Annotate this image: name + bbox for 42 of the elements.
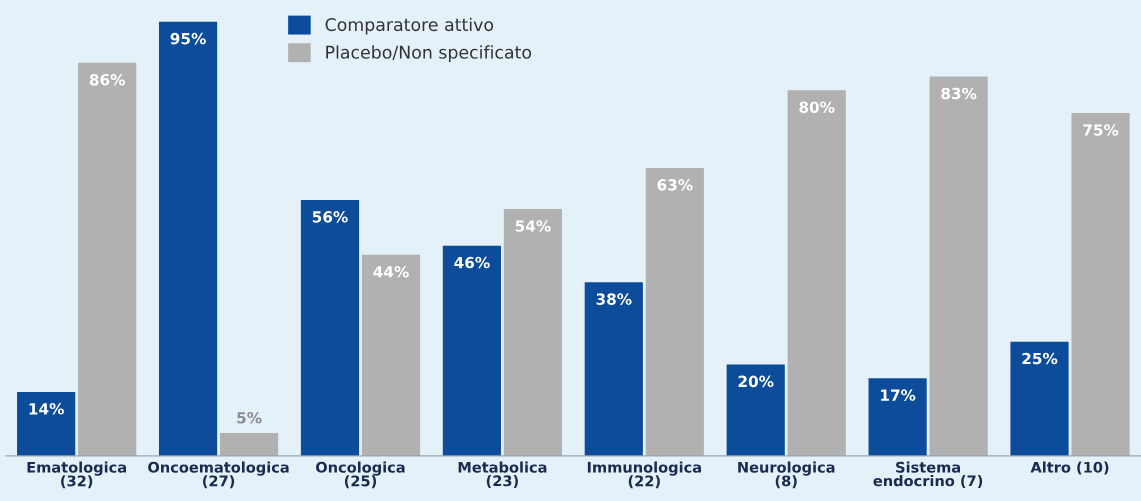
bar (929, 76, 988, 456)
data-label: 86% (89, 73, 125, 86)
bar (868, 378, 927, 456)
bar (78, 62, 137, 456)
data-label: 44% (373, 265, 409, 278)
bar (726, 364, 785, 456)
data-label: 63% (657, 179, 693, 191)
data-label: 14% (29, 403, 64, 415)
x-tick-label: Metabolica (23) (458, 461, 547, 489)
x-tick-label: Oncoematologica (27) (148, 461, 289, 489)
bar (1010, 341, 1069, 456)
data-label: 20% (738, 375, 774, 388)
x-tick-label: Oncologica (25) (316, 461, 405, 489)
legend-label: Comparatore attivo (325, 17, 494, 35)
data-label: 54% (515, 220, 551, 232)
bar (1071, 113, 1130, 456)
data-label: 38% (596, 293, 632, 305)
bar (300, 199, 360, 456)
legend-label: Placebo/Non specificato (326, 45, 532, 63)
data-label: 46% (454, 256, 490, 269)
data-label: 80% (799, 101, 835, 113)
bar (442, 245, 501, 456)
bar (584, 282, 643, 456)
x-tick-label: Sistema endocrino (7) (873, 461, 983, 489)
bar (645, 167, 704, 456)
bar (158, 21, 218, 456)
bar (17, 391, 76, 456)
data-label: 17% (881, 389, 916, 401)
data-label: 56% (312, 211, 348, 223)
bar (219, 433, 279, 456)
data-label: 75% (1083, 124, 1119, 136)
data-label: 95% (170, 32, 206, 45)
x-tick-label: Ematologica (32) (27, 461, 126, 489)
x-tick-label: Altro (10) (1030, 461, 1109, 475)
x-tick-label: Neurologica (8) (738, 461, 835, 489)
x-tick-label: Immunologica (22) (587, 461, 701, 489)
data-label: 25% (1022, 352, 1058, 365)
bar (503, 209, 562, 456)
bar (361, 254, 421, 456)
bar (787, 90, 846, 456)
data-label: 83% (941, 87, 977, 100)
data-label: 5% (237, 412, 262, 424)
